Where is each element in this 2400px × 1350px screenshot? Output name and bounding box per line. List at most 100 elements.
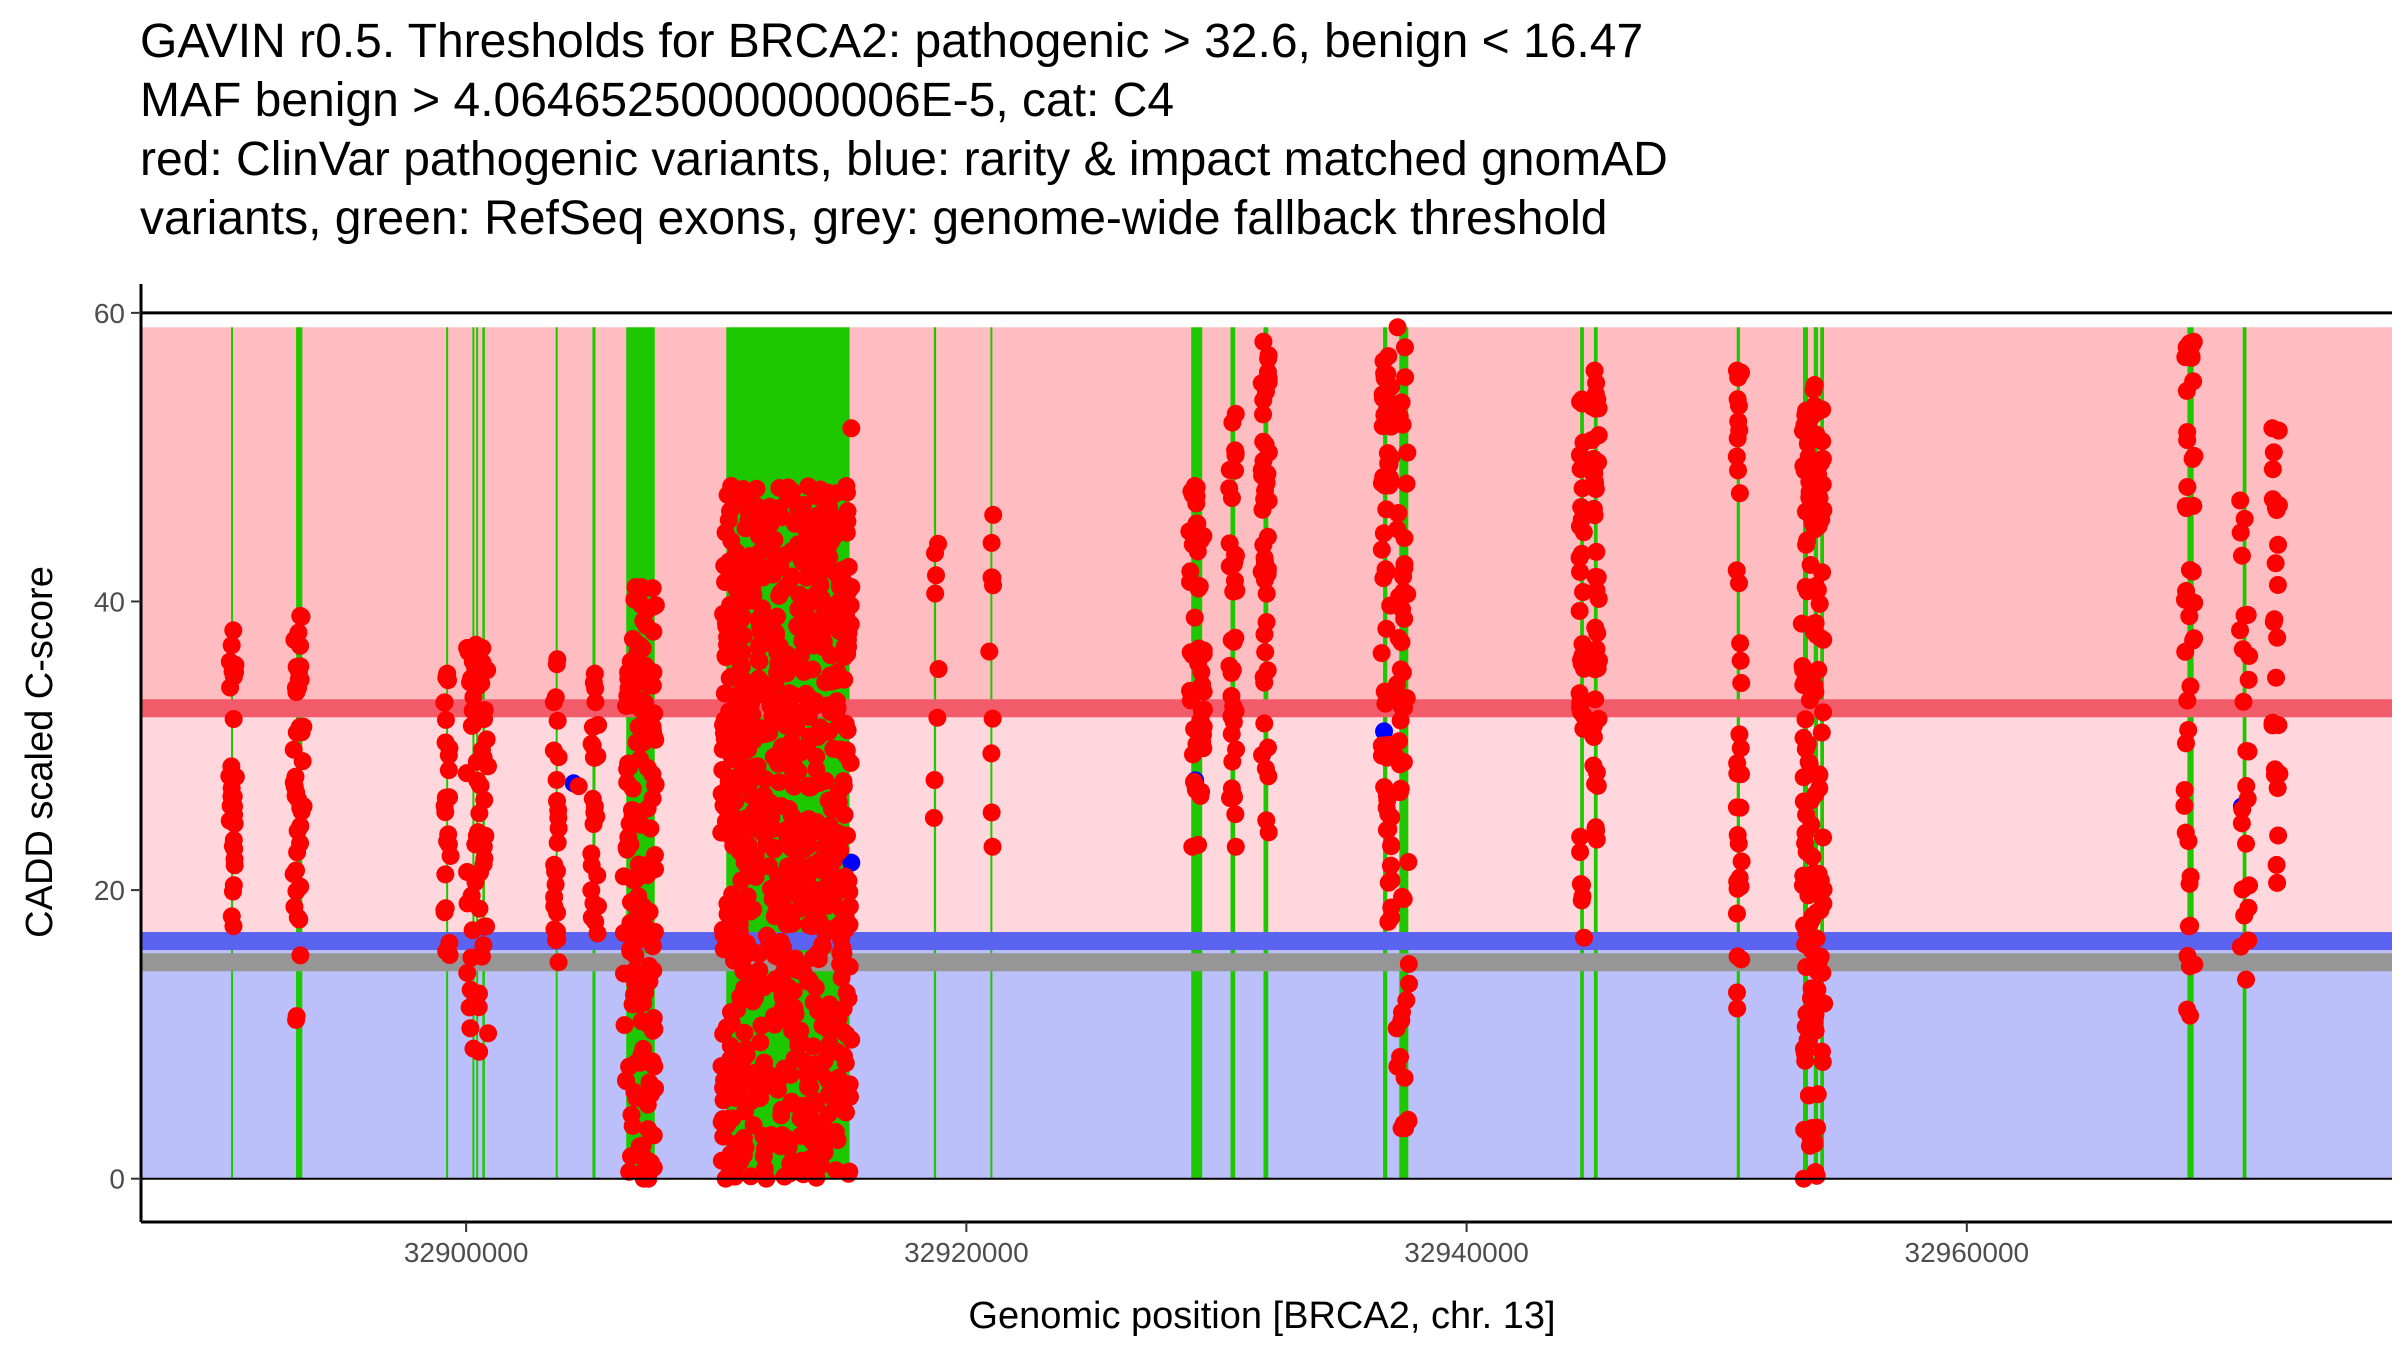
- clinvar-variant-point: [1379, 873, 1398, 892]
- clinvar-variant-point: [1222, 687, 1241, 706]
- clinvar-variant-point: [1393, 415, 1412, 434]
- clinvar-variant-point: [1575, 928, 1594, 947]
- clinvar-variant-point: [458, 963, 477, 982]
- clinvar-variant-point: [719, 772, 738, 791]
- clinvar-variant-point: [839, 1164, 858, 1183]
- clinvar-variant-point: [1799, 500, 1818, 519]
- clinvar-variant-point: [1375, 778, 1394, 797]
- clinvar-variant-point: [2264, 612, 2283, 631]
- clinvar-variant-point: [1189, 835, 1208, 854]
- clinvar-variant-point: [784, 982, 803, 1001]
- clinvar-variant-point: [723, 1055, 742, 1074]
- clinvar-variant-point: [767, 902, 786, 921]
- clinvar-variant-point: [1802, 685, 1821, 704]
- clinvar-variant-point: [1390, 783, 1409, 802]
- clinvar-variant-point: [436, 710, 455, 729]
- clinvar-variant-point: [786, 1160, 805, 1179]
- clinvar-variant-point: [1795, 1044, 1814, 1063]
- clinvar-variant-point: [1392, 1011, 1411, 1030]
- clinvar-variant-point: [810, 774, 829, 793]
- clinvar-variant-point: [1392, 633, 1411, 652]
- clinvar-variant-point: [819, 1105, 838, 1124]
- clinvar-variant-point: [438, 832, 457, 851]
- clinvar-variant-point: [1399, 955, 1418, 974]
- exon-bar: [231, 327, 234, 1179]
- clinvar-variant-point: [1223, 413, 1242, 432]
- clinvar-variant-point: [290, 910, 309, 929]
- clinvar-variant-point: [1226, 805, 1245, 824]
- clinvar-variant-point: [2175, 796, 2194, 815]
- clinvar-variant-point: [1374, 475, 1393, 494]
- exon-bar: [1813, 327, 1818, 1179]
- clinvar-variant-point: [2177, 381, 2196, 400]
- y-tick-label: 20: [94, 875, 125, 906]
- clinvar-variant-point: [722, 921, 741, 940]
- clinvar-variant-point: [761, 630, 780, 649]
- clinvar-variant-point: [785, 999, 804, 1018]
- clinvar-variant-point: [460, 998, 479, 1017]
- clinvar-variant-point: [1570, 548, 1589, 567]
- clinvar-variant-point: [727, 543, 746, 562]
- clinvar-variant-point: [223, 662, 242, 681]
- clinvar-variant-point: [819, 791, 838, 810]
- clinvar-variant-point: [813, 937, 832, 956]
- clinvar-variant-point: [1254, 405, 1273, 424]
- clinvar-variant-point: [1254, 391, 1273, 410]
- clinvar-variant-point: [842, 578, 861, 597]
- clinvar-variant-point: [475, 710, 494, 729]
- clinvar-variant-point: [1184, 772, 1203, 791]
- clinvar-variant-point: [744, 1116, 763, 1135]
- clinvar-variant-point: [842, 419, 861, 438]
- benign-threshold: [141, 932, 2392, 951]
- clinvar-variant-point: [805, 563, 824, 582]
- clinvar-variant-point: [1730, 868, 1749, 887]
- clinvar-variant-point: [759, 613, 778, 632]
- clinvar-variant-point: [716, 647, 735, 666]
- clinvar-variant-point: [439, 761, 458, 780]
- clinvar-variant-point: [644, 663, 663, 682]
- clinvar-variant-point: [549, 953, 568, 972]
- clinvar-variant-point: [793, 552, 812, 571]
- clinvar-variant-point: [585, 748, 604, 767]
- clinvar-variant-point: [615, 1016, 634, 1035]
- clinvar-variant-point: [2267, 855, 2286, 874]
- clinvar-variant-point: [739, 835, 758, 854]
- clinvar-variant-point: [618, 840, 637, 859]
- clinvar-variant-point: [1223, 752, 1242, 771]
- clinvar-variant-point: [714, 1091, 733, 1110]
- chart-title: GAVIN r0.5. Thresholds for BRCA2: pathog…: [140, 12, 2380, 248]
- clinvar-variant-point: [1732, 674, 1751, 693]
- clinvar-variant-point: [1794, 792, 1813, 811]
- clinvar-variant-point: [1388, 504, 1407, 523]
- clinvar-variant-point: [1813, 432, 1832, 451]
- clinvar-variant-point: [2240, 876, 2259, 895]
- clinvar-variant-point: [768, 975, 787, 994]
- clinvar-variant-point: [292, 607, 311, 626]
- clinvar-variant-point: [1732, 950, 1751, 969]
- clinvar-variant-point: [642, 1085, 661, 1104]
- exon-bar: [1593, 327, 1598, 1179]
- clinvar-variant-point: [925, 771, 944, 790]
- clinvar-variant-point: [1814, 703, 1833, 722]
- clinvar-variant-point: [2237, 970, 2256, 989]
- clinvar-variant-point: [1387, 675, 1406, 694]
- clinvar-variant-point: [582, 856, 601, 875]
- clinvar-variant-point: [2268, 779, 2287, 798]
- clinvar-variant-point: [751, 719, 770, 738]
- clinvar-variant-point: [624, 985, 643, 1004]
- clinvar-variant-point: [472, 661, 491, 680]
- clinvar-variant-point: [1189, 654, 1208, 673]
- clinvar-variant-point: [634, 611, 653, 630]
- clinvar-variant-point: [1571, 827, 1590, 846]
- y-axis-title: CADD scaled C-score: [19, 566, 61, 938]
- clinvar-variant-point: [1582, 397, 1601, 416]
- clinvar-variant-point: [760, 857, 779, 876]
- clinvar-variant-point: [982, 533, 1001, 552]
- clinvar-variant-point: [772, 508, 791, 527]
- clinvar-variant-point: [2232, 814, 2251, 833]
- clinvar-variant-point: [1192, 701, 1211, 720]
- clinvar-variant-point: [804, 993, 823, 1012]
- clinvar-variant-point: [728, 628, 747, 647]
- clinvar-variant-point: [752, 978, 771, 997]
- clinvar-variant-point: [728, 490, 747, 509]
